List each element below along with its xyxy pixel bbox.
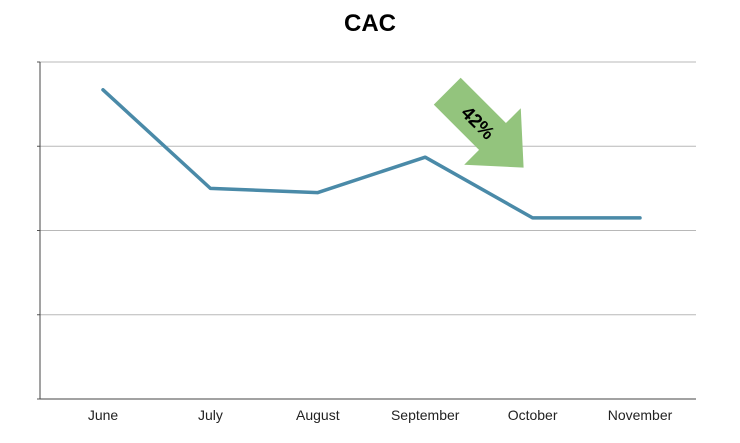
data-point-june <box>101 88 105 92</box>
x-tick-label-august: August <box>296 407 340 423</box>
data-point-november <box>638 216 642 220</box>
data-point-october <box>531 216 535 220</box>
annotation-arrow-shape <box>433 77 524 168</box>
series-line-0 <box>101 88 642 220</box>
data-point-august <box>316 191 320 195</box>
data-point-july <box>208 186 212 190</box>
x-tick-label-july: July <box>198 407 223 423</box>
data-point-september <box>423 155 427 159</box>
x-tick-label-november: November <box>608 407 673 423</box>
annotation-arrow: 42% <box>433 77 524 168</box>
chart-title: CAC <box>344 10 396 37</box>
x-tick-label-september: September <box>391 407 460 423</box>
x-tick-label-june: June <box>88 407 119 423</box>
x-tick-label-october: October <box>508 407 558 423</box>
